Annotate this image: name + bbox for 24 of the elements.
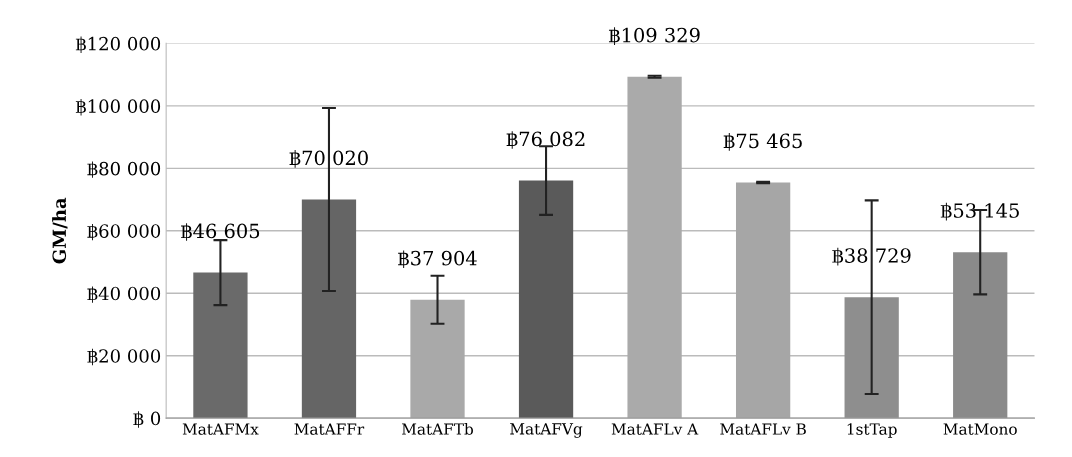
- x-tick-label: MatAFTb: [402, 423, 473, 435]
- x-tick-label: MatMono: [943, 423, 1017, 435]
- data-label: ฿75 465: [723, 133, 802, 151]
- x-tick-label: MatAFFr: [294, 423, 365, 435]
- x-tick-label: MatAFLv B: [720, 423, 806, 435]
- data-label: ฿70 020: [289, 150, 368, 168]
- data-label: ฿37 904: [398, 250, 477, 269]
- y-tick-label: ฿100 000: [75, 99, 161, 116]
- x-tick-label: MatAFMx: [182, 423, 259, 435]
- y-tick-label: ฿ 0: [133, 411, 161, 428]
- data-label: ฿46 605: [181, 223, 260, 241]
- data-label: ฿38 729: [832, 247, 911, 266]
- y-tick-label: ฿20 000: [87, 348, 161, 366]
- x-tick-label: MatAFLv A: [611, 423, 699, 435]
- data-label: ฿76 082: [506, 131, 585, 149]
- y-tick-label: ฿40 000: [87, 286, 161, 303]
- y-tick-label: ฿60 000: [87, 223, 161, 241]
- data-label: ฿109 329: [608, 27, 700, 45]
- y-tick-label: ฿120 000: [75, 36, 161, 53]
- y-axis-title: GM/ha: [52, 197, 68, 264]
- y-tick-label: ฿80 000: [87, 161, 161, 178]
- x-tick-label: MatAFVg: [510, 423, 583, 438]
- data-label: ฿53 145: [940, 202, 1019, 221]
- x-tick-label: 1stTap: [847, 423, 897, 438]
